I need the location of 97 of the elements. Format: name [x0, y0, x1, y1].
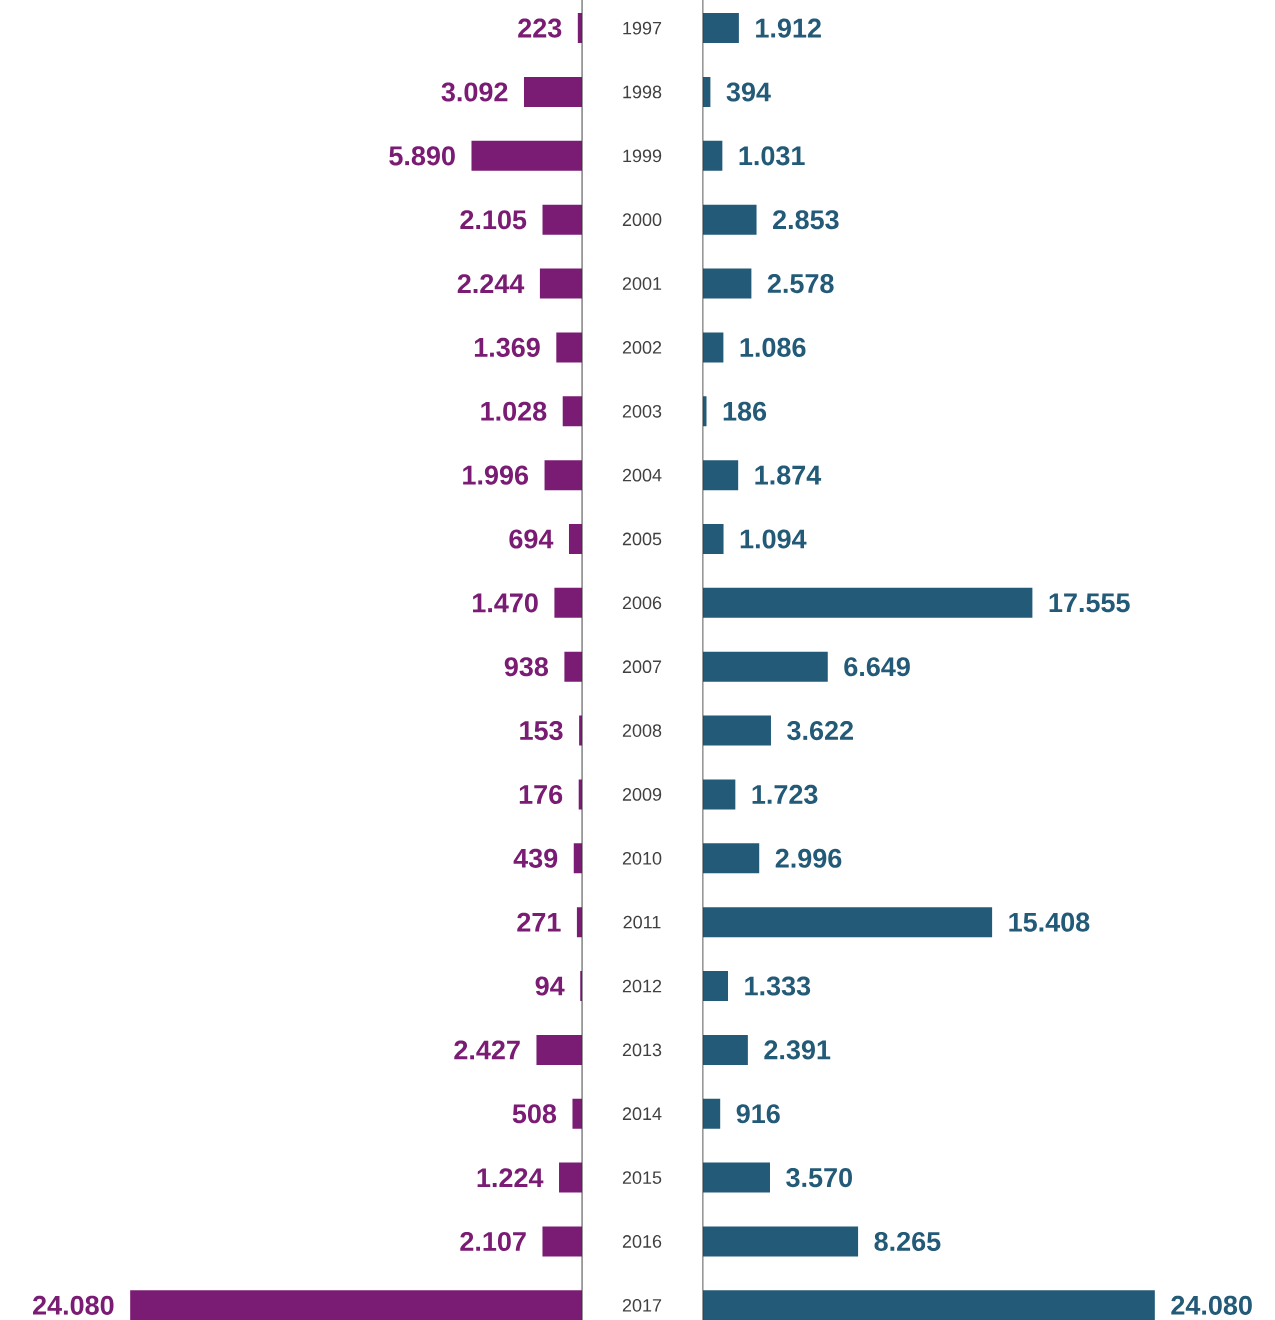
bar	[703, 332, 724, 363]
y-tick-label: 2012	[622, 979, 662, 993]
y-tick-label: 2016	[622, 1235, 662, 1248]
data-label: 153	[520, 721, 563, 741]
data-label: 6.649	[844, 657, 910, 677]
bar	[564, 651, 582, 682]
bar	[544, 460, 582, 491]
bar	[703, 651, 828, 682]
data-label: 2.105	[460, 210, 527, 230]
bar	[554, 587, 582, 618]
y-tick-label: 2010	[622, 851, 662, 865]
data-label: 1.031	[739, 146, 805, 166]
y-tick-label: 2017	[622, 1298, 662, 1312]
data-label: 1.369	[474, 337, 540, 357]
y-tick-label: 2009	[622, 788, 662, 801]
data-label: 2.391	[764, 1040, 831, 1060]
y-tick-label: 1999	[623, 149, 662, 163]
data-label: 186	[723, 401, 767, 421]
y-tick-label: 1998	[623, 85, 662, 99]
bar	[703, 13, 739, 44]
bar	[471, 140, 582, 171]
y-tick-label: 2014	[622, 1107, 662, 1121]
data-label: 2.244	[457, 274, 525, 293]
data-label: 1.874	[755, 465, 822, 485]
bar	[703, 907, 993, 938]
data-label: 2.853	[773, 210, 839, 230]
data-label: 5.890	[389, 146, 455, 166]
data-label: 15.408	[1009, 912, 1090, 932]
y-tick-label: 2005	[622, 532, 662, 546]
y-tick-label: 2006	[622, 596, 662, 610]
y-tick-label: 2000	[622, 213, 662, 227]
data-label: 17.555	[1049, 593, 1130, 613]
bar	[703, 140, 723, 171]
bar	[703, 779, 736, 810]
bar	[536, 1034, 582, 1065]
bar	[703, 971, 729, 1002]
data-label: 2.996	[775, 848, 842, 868]
data-label: 508	[512, 1104, 557, 1124]
data-label: 8.265	[874, 1231, 941, 1252]
data-label: 3.570	[786, 1168, 852, 1188]
bar	[542, 1226, 582, 1257]
bar	[703, 204, 757, 235]
data-label: 176	[519, 784, 563, 805]
data-label: 223	[518, 18, 562, 38]
bar	[539, 268, 582, 299]
data-label: 3.622	[787, 721, 853, 741]
data-label: 2.107	[460, 1231, 526, 1252]
bar	[703, 524, 724, 555]
bar	[559, 1162, 582, 1193]
bar	[703, 1226, 859, 1257]
bar	[556, 332, 582, 363]
bar	[703, 460, 739, 491]
y-tick-label: 2004	[622, 468, 662, 482]
bar	[523, 76, 582, 107]
y-tick-label: 2001	[622, 277, 662, 290]
data-label: 1.470	[473, 593, 538, 613]
bar	[703, 1290, 1155, 1320]
data-label: 694	[509, 529, 554, 549]
data-label: 2.578	[767, 274, 834, 294]
data-label: 1.086	[740, 337, 806, 357]
data-label: 24.080	[33, 1295, 114, 1315]
data-label: 3.092	[441, 82, 508, 102]
y-tick-label: 2015	[622, 1171, 662, 1184]
bar	[562, 396, 582, 427]
y-tick-label: 2008	[622, 724, 662, 737]
bar	[542, 204, 582, 235]
data-label: 1.094	[740, 529, 807, 549]
bar	[703, 715, 771, 746]
data-label: 394	[726, 82, 771, 102]
bar	[568, 524, 582, 555]
data-label: 1.224	[477, 1168, 544, 1188]
data-label: 94	[535, 976, 565, 996]
bar	[130, 1290, 582, 1320]
y-tick-label: 2011	[623, 915, 661, 929]
data-label: 1.028	[481, 401, 547, 421]
y-tick-label: 2013	[622, 1043, 662, 1057]
bar	[703, 587, 1033, 618]
data-label: 916	[736, 1104, 780, 1124]
data-label: 1.333	[745, 976, 811, 996]
data-label: 439	[513, 848, 558, 868]
y-tick-label: 2007	[622, 660, 662, 674]
data-label: 1.912	[756, 18, 821, 38]
data-label: 271	[517, 912, 561, 932]
bar	[572, 1098, 582, 1129]
bar	[703, 268, 752, 299]
data-label: 938	[504, 657, 549, 677]
data-label: 1.996	[463, 465, 529, 485]
data-label: 2.427	[454, 1040, 520, 1060]
y-tick-label: 1997	[623, 21, 662, 35]
bar	[703, 843, 760, 874]
bar	[703, 1162, 770, 1193]
bar	[703, 1098, 721, 1129]
y-tick-label: 2003	[622, 404, 662, 418]
data-label: 1.723	[752, 784, 818, 805]
y-tick-label: 2002	[622, 341, 662, 354]
bar	[703, 1034, 748, 1065]
data-label: 24.080	[1171, 1295, 1252, 1315]
